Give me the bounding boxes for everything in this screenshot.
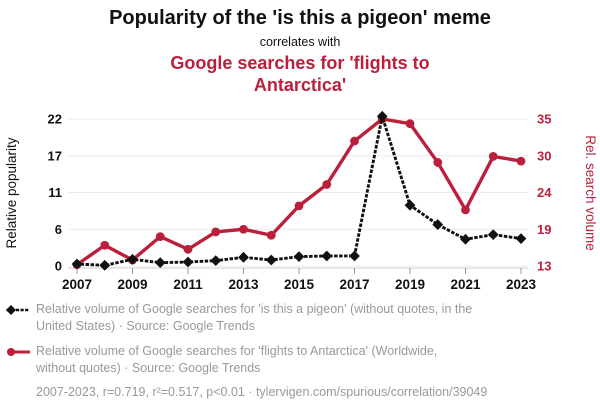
right-axis-ticks: 13 19 24 30 35 [537, 112, 552, 274]
svg-text:35: 35 [537, 112, 551, 127]
svg-text:2017: 2017 [339, 277, 369, 292]
series-is-this-a-pigeon [72, 114, 526, 270]
circle-solid-line-icon [7, 348, 30, 356]
svg-text:19: 19 [537, 222, 551, 237]
svg-text:22: 22 [48, 112, 62, 127]
legend: Relative volume of Google searches for '… [6, 301, 594, 399]
legend-item-pigeon: Relative volume of Google searches for '… [6, 301, 594, 334]
svg-text:2011: 2011 [173, 277, 203, 292]
correlates-with-text: correlates with [259, 35, 341, 49]
svg-text:2019: 2019 [395, 277, 425, 292]
gridlines [68, 118, 528, 267]
chart-subtitle-red: Google searches for 'flights to Antarcti… [170, 53, 430, 95]
svg-text:2007: 2007 [62, 277, 92, 292]
diamond-dotted-line-icon [6, 305, 30, 315]
svg-text:0: 0 [55, 259, 62, 274]
stats-and-source-url: 2007-2023, r=0.719, r²=0.517, p<0.01 · t… [36, 385, 488, 399]
svg-text:6: 6 [55, 222, 62, 237]
svg-text:24: 24 [537, 185, 552, 200]
svg-text:2009: 2009 [117, 277, 147, 292]
legend-label-antarctica: Relative volume of Google searches for '… [36, 344, 438, 375]
legend-item-antarctica: Relative volume of Google searches for '… [6, 343, 594, 376]
left-axis-title: Relative popularity [4, 137, 19, 248]
svg-text:30: 30 [537, 148, 551, 163]
left-axis-ticks: 0 6 11 17 22 [48, 112, 62, 274]
svg-text:2023: 2023 [506, 277, 537, 292]
svg-text:17: 17 [48, 148, 62, 163]
chart-title: Popularity of the 'is this a pigeon' mem… [109, 7, 491, 29]
right-axis-title: Rel. search volume [583, 135, 598, 251]
svg-text:2021: 2021 [450, 277, 481, 292]
svg-text:11: 11 [48, 185, 62, 200]
svg-text:2013: 2013 [228, 277, 259, 292]
series-flights-to-antarctica [71, 110, 527, 271]
svg-text:13: 13 [537, 259, 551, 274]
x-axis: 2007 2009 2011 2013 2015 2017 2019 2021 2023 [62, 267, 537, 292]
svg-text:2015: 2015 [284, 277, 315, 292]
correlation-line-chart: 2007 2009 2011 2013 2015 2017 2019 2021 2023 0 6 11… [4, 110, 598, 292]
legend-label-pigeon: Relative volume of Google searches for '… [36, 302, 473, 333]
